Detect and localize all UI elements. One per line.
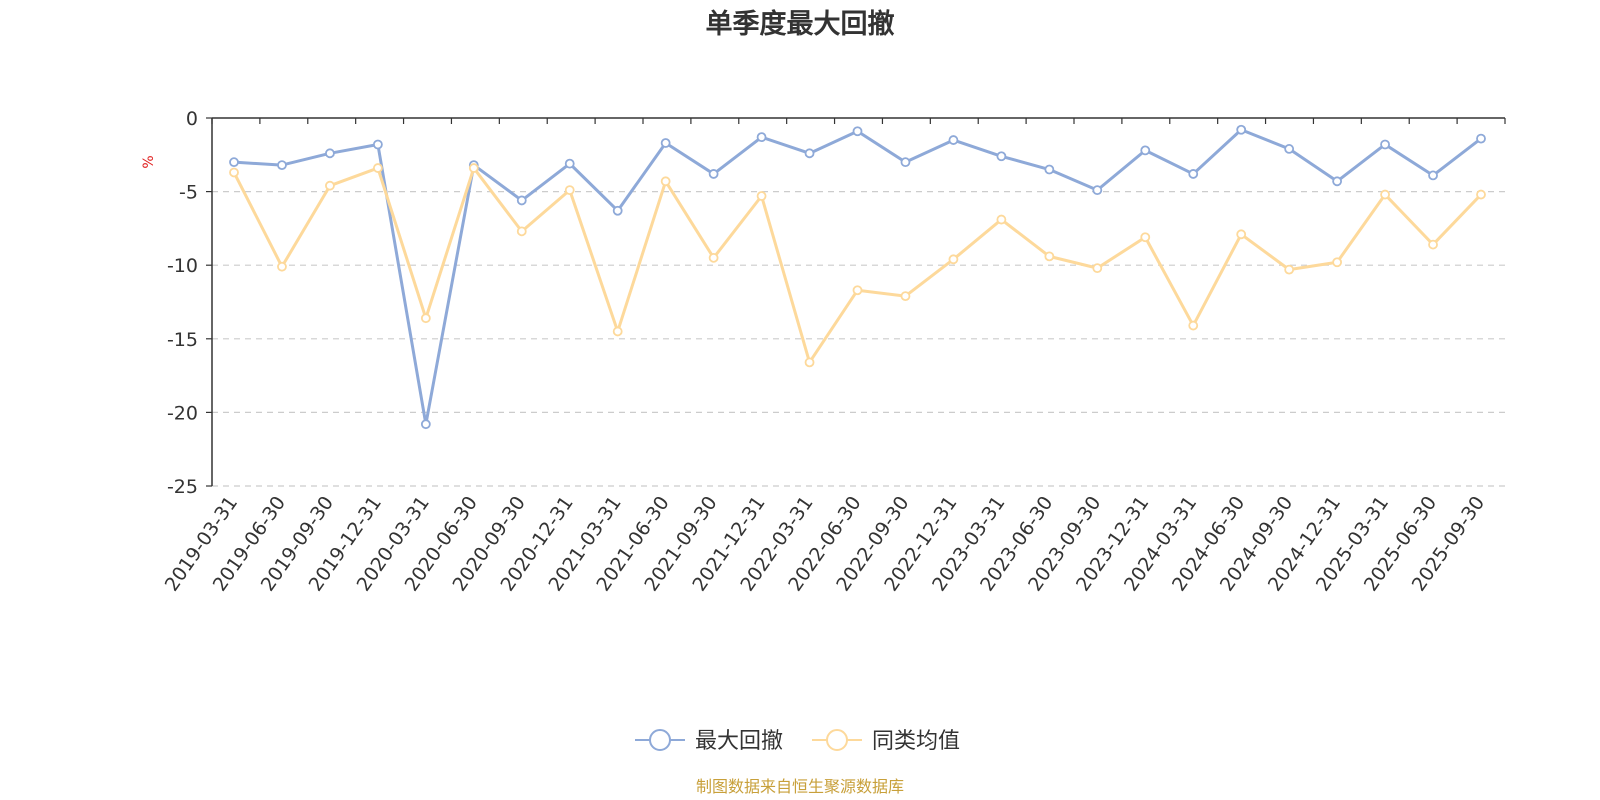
- legend-item-1[interactable]: 最大回撤: [635, 729, 783, 754]
- legend-circle-icon: [649, 729, 671, 751]
- data-point: [1236, 124, 1247, 135]
- chart-title: 单季度最大回撤: [706, 8, 895, 40]
- data-point: [420, 419, 431, 430]
- data-point: [708, 252, 719, 263]
- data-point: [372, 163, 383, 173]
- y-tick-label: -5: [179, 182, 198, 204]
- data-point: [468, 163, 479, 173]
- y-axis: 0 -5 -10 -15 -20 -25: [167, 108, 213, 498]
- data-point: [1380, 139, 1390, 150]
- data-point: [948, 254, 959, 265]
- data-point: [1428, 170, 1438, 181]
- data-point: [660, 138, 671, 148]
- legend-circle-icon: [826, 729, 848, 751]
- data-point: [852, 285, 863, 296]
- series-layer: [229, 124, 1486, 430]
- data-point: [1188, 320, 1199, 331]
- data-point: [1332, 257, 1343, 268]
- data-point: [325, 180, 335, 191]
- source-note: 制图数据来自恒生聚源数据库: [696, 777, 904, 796]
- data-point: [756, 132, 767, 143]
- data-point: [1380, 189, 1390, 200]
- grid-lines: [212, 191, 1505, 487]
- data-point: [756, 191, 767, 201]
- data-point: [564, 158, 575, 169]
- data-point: [708, 169, 719, 179]
- y-tick-label: -20: [167, 402, 198, 424]
- data-point: [804, 148, 815, 159]
- data-point: [948, 135, 959, 145]
- data-point: [1284, 144, 1295, 154]
- y-tick-label: -10: [167, 255, 198, 277]
- data-point: [996, 151, 1007, 162]
- y-axis-unit: %: [141, 155, 157, 168]
- y-tick-label: 0: [186, 108, 198, 130]
- data-point: [612, 205, 623, 216]
- data-point: [1188, 169, 1199, 179]
- data-point: [1476, 189, 1486, 200]
- data-point: [372, 139, 383, 150]
- data-point: [1140, 145, 1151, 156]
- data-point: [1092, 263, 1103, 274]
- y-tick-label: -15: [167, 329, 198, 351]
- data-point: [1236, 229, 1247, 240]
- data-point: [516, 226, 527, 237]
- data-point: [1044, 164, 1055, 175]
- data-point: [900, 291, 911, 302]
- data-point: [229, 157, 239, 168]
- data-point: [900, 157, 911, 168]
- data-point: [660, 176, 671, 187]
- legend[interactable]: 最大回撤 同类均值: [635, 729, 960, 754]
- data-point: [1284, 264, 1295, 275]
- x-axis: 2019-03-312019-06-302019-09-302019-12-31…: [161, 117, 1506, 595]
- data-point: [1332, 176, 1343, 187]
- data-point: [564, 185, 575, 196]
- data-point: [277, 160, 287, 171]
- data-point: [420, 313, 431, 324]
- series-2: [229, 163, 1486, 368]
- data-point: [1476, 133, 1486, 144]
- data-point: [996, 214, 1007, 225]
- series-1: [229, 124, 1486, 430]
- data-point: [325, 148, 335, 159]
- data-point: [516, 195, 527, 206]
- data-point: [612, 326, 623, 337]
- data-point: [1044, 251, 1055, 262]
- y-tick-label: -25: [167, 476, 198, 498]
- data-point: [1428, 239, 1438, 250]
- data-point: [229, 167, 239, 178]
- data-point: [804, 357, 815, 368]
- legend-label: 同类均值: [872, 729, 960, 754]
- data-point: [1140, 232, 1151, 243]
- data-point: [1092, 185, 1103, 196]
- legend-item-2[interactable]: 同类均值: [812, 729, 960, 754]
- legend-label: 最大回撤: [695, 729, 783, 754]
- data-point: [852, 126, 863, 137]
- series-line: [233, 128, 1482, 426]
- data-point: [277, 261, 287, 272]
